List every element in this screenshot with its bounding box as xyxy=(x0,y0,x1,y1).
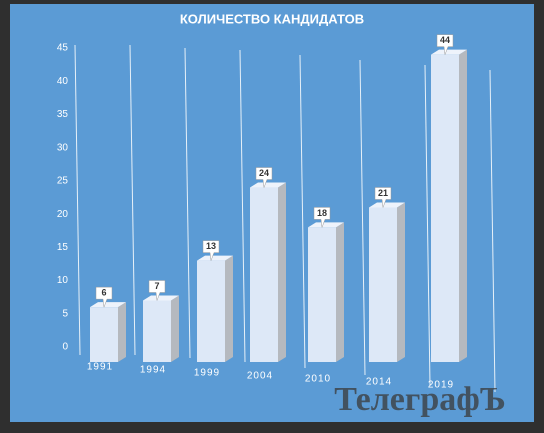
x-tick-label: 2004 xyxy=(247,371,273,382)
bar xyxy=(431,54,459,363)
chart-title: КОЛИЧЕСТВО КАНДИДАТОВ xyxy=(180,11,364,26)
value-label-callout xyxy=(313,207,331,228)
bar-top xyxy=(90,302,126,308)
value-label: 24 xyxy=(259,168,269,178)
y-tick-label: 15 xyxy=(57,242,69,253)
value-label-callout xyxy=(255,167,273,188)
bar-side xyxy=(336,222,344,362)
bar xyxy=(369,207,397,362)
y-tick-label: 35 xyxy=(57,109,69,120)
bar-side xyxy=(459,49,467,363)
bar-top xyxy=(250,182,286,188)
bar-side xyxy=(278,182,286,362)
bar-side xyxy=(397,202,405,362)
x-tick-label: 1991 xyxy=(87,362,113,373)
value-label: 21 xyxy=(378,188,388,198)
bar xyxy=(197,260,225,362)
x-tick-label: 2010 xyxy=(305,374,331,385)
y-tick-label: 45 xyxy=(57,43,69,54)
bar-top xyxy=(197,255,233,261)
watermark: ТелеграфЪ xyxy=(334,381,506,418)
bar xyxy=(250,187,278,362)
value-label-callout xyxy=(374,187,392,208)
bar-top xyxy=(431,49,467,55)
x-tick-label: 2014 xyxy=(366,377,392,388)
y-tick-label: 20 xyxy=(57,209,69,220)
bar-top xyxy=(369,202,405,208)
bar xyxy=(90,307,118,362)
value-label-callout xyxy=(202,240,220,261)
bar xyxy=(143,300,171,362)
bar xyxy=(308,227,336,362)
value-label: 44 xyxy=(440,35,450,45)
y-tick-label: 40 xyxy=(57,76,69,87)
y-tick-label: 25 xyxy=(57,176,69,187)
value-label: 7 xyxy=(154,281,159,291)
value-label: 6 xyxy=(101,288,106,298)
y-tick-label: 10 xyxy=(57,275,69,286)
y-tick-label: 0 xyxy=(62,342,68,353)
bar-side xyxy=(225,255,233,362)
bar-side xyxy=(118,302,126,362)
bar-top xyxy=(308,222,344,228)
value-label-callout xyxy=(436,34,454,55)
wall-lines xyxy=(74,44,496,393)
x-tick-label: 2019 xyxy=(428,380,454,391)
value-label-callout xyxy=(148,280,166,301)
value-label: 13 xyxy=(206,241,216,251)
value-label: 18 xyxy=(317,208,327,218)
bar-side xyxy=(171,295,179,362)
y-tick-label: 5 xyxy=(62,308,68,319)
value-label-callout xyxy=(95,286,113,308)
x-tick-label: 1994 xyxy=(140,365,166,376)
x-tick-label: 1999 xyxy=(194,368,220,379)
bar-top xyxy=(143,295,179,301)
y-tick-label: 30 xyxy=(57,142,69,153)
